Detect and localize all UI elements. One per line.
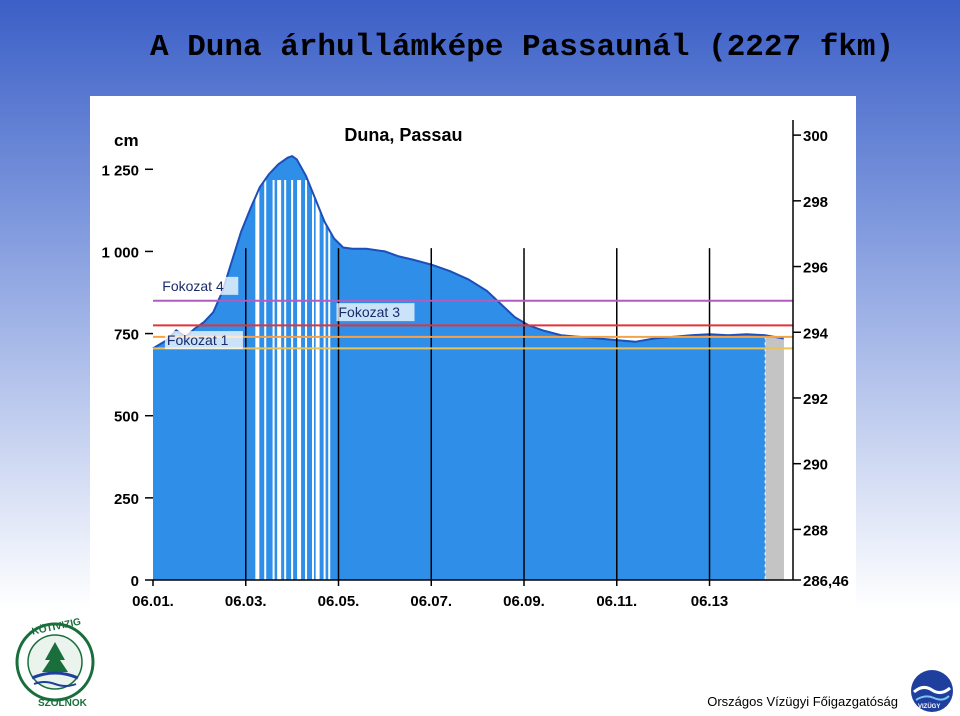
chart-title: Duna, Passau [344,125,462,145]
y-tick-label: 250 [114,491,139,508]
y2-tick-label: 300 [803,128,828,145]
x-tick-label: 06.11. [596,593,637,610]
threshold-label-bg [336,303,415,322]
y-axis-label: cm [114,131,139,150]
vizugy-logo: VIZÜGY [911,670,953,712]
water-level-line [152,154,784,350]
y-tick-label: 750 [114,327,139,344]
vizugy-logo-text: VIZÜGY [918,703,940,710]
threshold-label-bg [164,331,243,350]
threshold-label: Fokozat 3 [339,304,401,320]
y-tick-label: 1 000 [101,244,139,261]
kotivizig-logo: KÖTIVIZIG SZOLNOK [15,615,95,709]
y2-tick-label: 288 [803,522,828,539]
x-tick-label: 06.05. [318,593,360,610]
y2-tick-label: 296 [803,260,828,277]
y-tick-label: 1 250 [101,162,139,179]
y-tick-label: 0 [131,573,139,590]
x-tick-label: 06.07. [410,593,452,610]
chart-frame: Fokozat 4 Fokozat 3 Fokozat 1 0 250 500 750 1 0… [90,96,856,614]
y2-tick-label: 294 [803,325,829,342]
forecast-area [765,335,784,580]
y2-tick-label: 290 [803,457,828,474]
water-level-area [153,156,784,580]
y2-tick-label: 286,46 [803,573,849,590]
logo-text-bottom: SZOLNOK [38,698,88,709]
threshold-label: Fokozat 1 [167,332,229,348]
x-tick-label: 06.09. [503,593,545,610]
y-tick-label: 500 [114,409,139,426]
threshold-label: Fokozat 4 [162,278,224,294]
y2-tick-label: 298 [803,194,828,211]
x-tick-label: 06.13 [691,593,729,610]
water-level-chart: Fokozat 4 Fokozat 3 Fokozat 1 0 250 500 750 1 0… [101,120,849,610]
slide-title: A Duna árhullámképe Passaunál (2227 fkm) [150,30,895,65]
x-tick-label: 06.01. [132,593,174,610]
threshold-label-bg [160,276,239,295]
organization-name: Országos Vízügyi Főigazgatóság [707,694,898,709]
y2-tick-label: 292 [803,391,828,408]
x-tick-label: 06.03. [225,593,267,610]
